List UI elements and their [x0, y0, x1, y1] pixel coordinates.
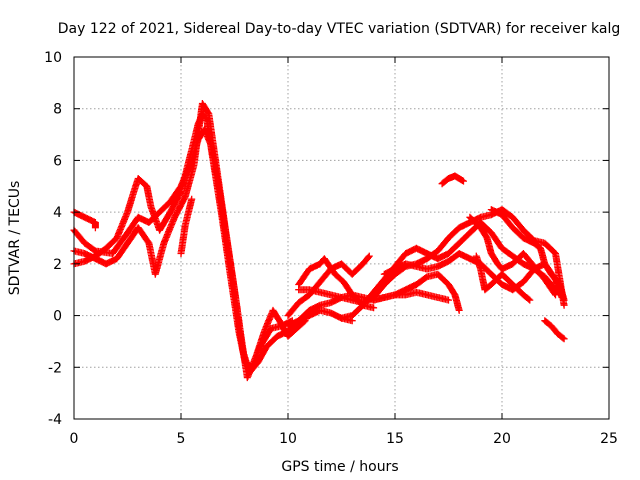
marker-path-track-e [177, 195, 196, 257]
marker-path-track-q [541, 317, 568, 343]
series-track-n [466, 213, 559, 299]
y-tick-label: 6 [53, 153, 62, 169]
y-tick-label: 8 [53, 102, 62, 118]
marker-path-track-m [438, 172, 467, 188]
marker-path-track-o [472, 252, 534, 304]
chart-title: Day 122 of 2021, Sidereal Day-to-day VTE… [58, 21, 620, 37]
x-tick-label: 25 [600, 431, 618, 447]
x-tick-label: 10 [279, 431, 297, 447]
y-tick-label: 4 [53, 205, 62, 221]
plot-frame [73, 56, 610, 420]
series-track-o [472, 252, 534, 304]
marker-path-track-p [487, 206, 568, 304]
series-track-j [370, 288, 452, 304]
marker-path-track-j [370, 288, 452, 304]
series-track-p [487, 206, 568, 304]
marker-path-track-n [466, 213, 559, 299]
y-tick-label: 0 [53, 309, 62, 325]
x-tick-label: 0 [70, 431, 79, 447]
axis-ticks [73, 56, 610, 420]
y-tick-label: -2 [48, 360, 62, 376]
data-markers [70, 100, 568, 382]
y-tick-labels: -4 -2 0 2 4 6 8 10 [44, 50, 62, 428]
series-track-m [438, 172, 467, 188]
series-track-q [541, 317, 568, 343]
y-tick-label: 2 [53, 257, 62, 273]
y-tick-label: -4 [48, 412, 62, 428]
x-tick-label: 20 [493, 431, 511, 447]
y-tick-label: 10 [44, 50, 62, 66]
y-axis-label: SDTVAR / TECUs [7, 181, 23, 296]
x-tick-label: 15 [386, 431, 404, 447]
x-tick-label: 5 [177, 431, 186, 447]
x-axis-label: GPS time / hours [281, 459, 398, 475]
series-track-e [177, 195, 196, 257]
x-tick-labels: 0 5 10 15 20 25 [70, 431, 618, 447]
